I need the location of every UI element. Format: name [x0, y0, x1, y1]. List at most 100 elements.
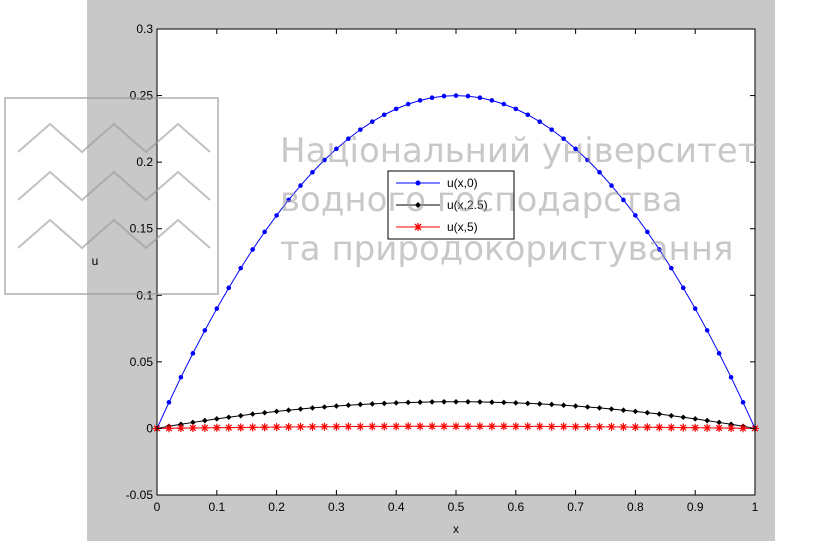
plot-area [157, 29, 755, 495]
data-point [405, 101, 411, 107]
data-point [547, 422, 556, 431]
data-point [428, 422, 437, 431]
data-point [643, 423, 652, 432]
data-point [513, 106, 519, 112]
data-point [595, 422, 604, 431]
data-point [188, 424, 197, 433]
data-point [728, 375, 734, 380]
data-point [452, 422, 460, 431]
legend-entry-1: u(x,0) [396, 176, 478, 190]
data-point [236, 423, 245, 432]
data-point [597, 169, 602, 175]
data-point [525, 112, 531, 118]
data-point [212, 423, 221, 432]
data-point [429, 95, 435, 101]
data-point [381, 112, 387, 118]
data-point [214, 416, 220, 422]
series-1 [154, 93, 758, 431]
data-point [548, 401, 555, 408]
legend: u(x,0) u(x,2.5) u(x,5) [387, 170, 515, 240]
data-point [358, 127, 363, 132]
data-point [286, 197, 291, 203]
data-point [465, 399, 471, 405]
data-point [272, 423, 281, 432]
data-point [644, 409, 651, 416]
x-tick-label: 0.4 [388, 500, 405, 514]
y-tick-label: -0.05 [126, 488, 154, 502]
x-tick-label: 0.1 [208, 500, 225, 514]
data-point [609, 183, 614, 188]
data-point [332, 422, 341, 431]
y-tick-label: 0.1 [136, 288, 153, 302]
x-tick-label: 0.7 [567, 500, 584, 514]
data-point [620, 407, 627, 413]
data-point [190, 351, 196, 356]
x-tick-label: 0.3 [328, 500, 345, 514]
legend-marker-3 [414, 223, 422, 231]
data-point [716, 419, 722, 426]
data-point [356, 422, 365, 431]
data-point [320, 422, 329, 431]
data-point [489, 399, 495, 405]
data-point [477, 399, 483, 405]
data-point [224, 423, 233, 432]
data-point [524, 400, 531, 407]
data-point [585, 157, 590, 163]
data-point [583, 422, 592, 431]
data-point [549, 127, 554, 132]
x-tick-label: 0.2 [268, 500, 285, 514]
data-point [298, 183, 303, 188]
data-point [225, 414, 232, 421]
data-point [274, 213, 279, 218]
data-point [739, 424, 748, 433]
data-point [440, 422, 449, 431]
data-point [249, 411, 256, 417]
legend-label-3: u(x,5) [447, 220, 478, 234]
data-point [200, 423, 209, 432]
y-tick-label: 0.15 [130, 222, 154, 236]
x-tick-label: 1 [752, 500, 759, 514]
data-point [368, 422, 377, 431]
data-point [715, 424, 724, 433]
data-point [284, 422, 293, 431]
data-point [297, 406, 304, 412]
data-point [645, 229, 650, 235]
data-point [691, 423, 700, 432]
data-point [632, 408, 639, 415]
data-point [260, 423, 269, 432]
y-tick-label: 0.2 [136, 155, 153, 169]
x-tick-label: 0.5 [448, 500, 465, 514]
data-point [657, 247, 662, 252]
data-point [393, 400, 399, 406]
data-point [477, 95, 483, 101]
data-point [321, 404, 328, 410]
x-tick-label: 0.8 [627, 500, 644, 514]
data-point [404, 422, 413, 431]
x-tick-label: 0.9 [687, 500, 704, 514]
data-point [727, 424, 736, 433]
data-point [417, 98, 423, 103]
data-point [523, 422, 532, 431]
data-point [667, 423, 676, 432]
legend-label-2: u(x,2.5) [447, 198, 488, 212]
data-point [475, 422, 484, 431]
data-point [309, 405, 316, 411]
data-point [465, 93, 471, 99]
data-point [537, 119, 543, 124]
data-point [176, 424, 185, 433]
data-point [561, 136, 566, 142]
data-point [571, 422, 580, 431]
data-point [573, 146, 578, 152]
y-tick-label: 0.25 [130, 89, 154, 103]
data-point [608, 406, 615, 412]
data-point [559, 422, 568, 431]
x-tick-label: 0 [154, 500, 161, 514]
data-point [463, 422, 472, 431]
data-point [619, 422, 628, 431]
data-point [584, 404, 591, 410]
legend-marker-1 [415, 180, 421, 186]
legend-label-1: u(x,0) [447, 176, 478, 190]
data-point [237, 412, 244, 419]
data-point [392, 422, 401, 431]
data-point [487, 422, 496, 431]
